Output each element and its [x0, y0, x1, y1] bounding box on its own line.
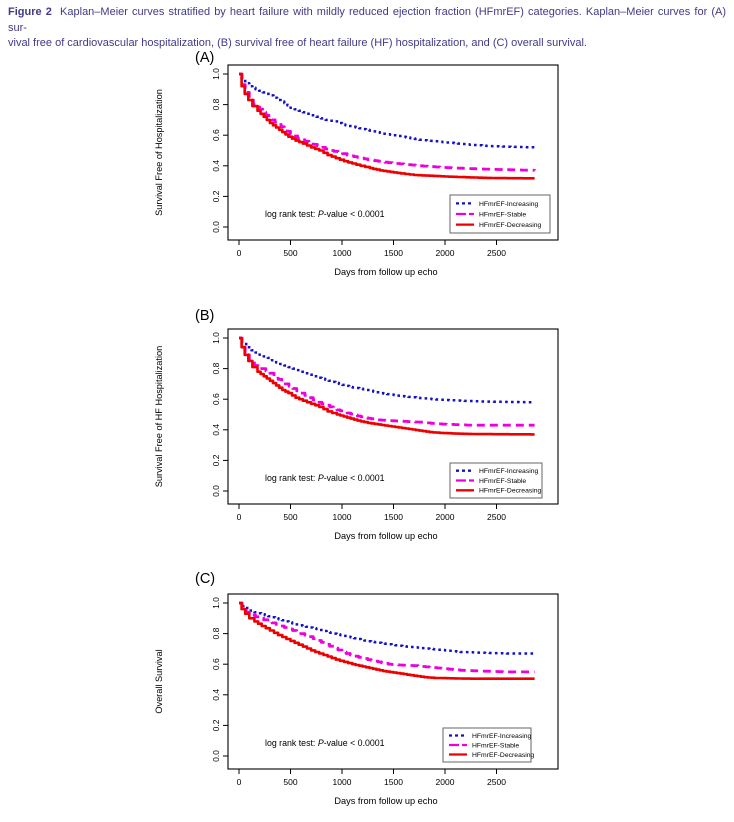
- legend-label: HFmrEF-Stable: [479, 478, 526, 485]
- x-axis-title-c: Days from follow up echo: [334, 796, 437, 806]
- x-tick-label-a: 1000: [333, 248, 352, 258]
- figure-area: (A) 0.0 0.2 0.4 0.6 0.8 1.0 0 500 1000 1500 2000 250…: [0, 37, 734, 817]
- km-curve-hfmref-stable: [239, 72, 536, 172]
- y-tick-label-a: 0.6: [211, 129, 221, 141]
- y-tick-label-b: 0.2: [211, 454, 221, 466]
- x-tick-label-a: 2000: [436, 248, 455, 258]
- caption-text-1: Kaplan–Meier curves stratified by heart …: [8, 6, 726, 34]
- log-rank-annotation-b: log rank test: P-value < 0.0001: [265, 473, 385, 483]
- y-tick-label-c: 0.4: [211, 689, 221, 701]
- y-tick-label-c: 0.0: [211, 750, 221, 762]
- panel-label-b: (B): [195, 308, 214, 324]
- x-tick-label-a: 2500: [487, 248, 506, 258]
- y-tick-label-b: 0.0: [211, 485, 221, 497]
- km-curve-hfmref-increasing: [239, 72, 536, 149]
- x-tick-label-c: 2000: [436, 777, 455, 787]
- x-tick-label-c: 0: [237, 777, 242, 787]
- legend-label: HFmrEF-Increasing: [479, 468, 539, 475]
- y-tick-label-a: 0.0: [211, 221, 221, 233]
- y-tick-label-b: 0.8: [211, 362, 221, 374]
- legend-b: HFmrEF-Increasing HFmrEF-Stable HFmrEF-Dec…: [449, 462, 543, 499]
- km-figure: (A) 0.0 0.2 0.4 0.6 0.8 1.0 0 500 1000 1500 2000 250…: [154, 50, 559, 806]
- panel-label-a: (A): [195, 50, 214, 66]
- y-tick-label-a: 0.4: [211, 160, 221, 172]
- y-tick-label-a: 0.2: [211, 190, 221, 202]
- y-axis-title-b: Survival Free of HF Hospitalization: [154, 346, 164, 487]
- x-axis-title-b: Days from follow up echo: [334, 531, 437, 541]
- panel-c: (C) 0.0 0.2 0.4 0.6 0.8 1.0 0 500 1000 1500 2000 250…: [154, 571, 559, 806]
- y-tick-label-c: 1.0: [211, 597, 221, 609]
- figure-caption: Figure 2 Kaplan–Meier curves stratified …: [0, 0, 734, 52]
- legend-label: HFmrEF-Increasing: [479, 201, 539, 208]
- caption-line-2: vival free of cardiovascular hospitaliza…: [8, 37, 587, 50]
- y-tick-label-b: 0.4: [211, 424, 221, 436]
- x-tick-label-b: 0: [237, 512, 242, 522]
- x-tick-label-b: 1000: [333, 512, 352, 522]
- x-axis-title-a: Days from follow up echo: [334, 267, 437, 277]
- x-tick-label-b: 500: [283, 512, 297, 522]
- y-tick-label-a: 0.8: [211, 98, 221, 110]
- y-axis-title-c: Overall Survival: [154, 649, 164, 713]
- panel-b: (B) 0.0 0.2 0.4 0.6 0.8 1.0 0 500 1000 1500 2000 250…: [154, 308, 559, 541]
- log-rank-annotation-c: log rank test: P-value < 0.0001: [265, 738, 385, 748]
- legend-c: HFmrEF-Increasing HFmrEF-Stable HFmrEF-Dec…: [442, 727, 535, 763]
- caption-line-1: Figure 2 Kaplan–Meier curves stratified …: [8, 5, 726, 36]
- y-tick-label-a: 1.0: [211, 68, 221, 80]
- x-tick-label-a: 500: [283, 248, 297, 258]
- legend-label: HFmrEF-Decreasing: [479, 222, 542, 229]
- legend-label: HFmrEF-Decreasing: [479, 488, 542, 495]
- x-tick-label-c: 500: [283, 777, 297, 787]
- x-tick-label-a: 1500: [384, 248, 403, 258]
- y-tick-label-b: 0.6: [211, 393, 221, 405]
- x-tick-label-a: 0: [237, 248, 242, 258]
- km-curve-hfmref-stable: [239, 601, 535, 674]
- legend-box-a: [449, 194, 551, 234]
- panel-a: (A) 0.0 0.2 0.4 0.6 0.8 1.0 0 500 1000 1500 2000 250…: [154, 50, 559, 277]
- km-curve-hfmref-stable: [239, 336, 535, 427]
- y-tick-label-c: 0.6: [211, 658, 221, 670]
- km-curve-hfmref-decreasing: [239, 336, 535, 436]
- legend-label: HFmrEF-Decreasing: [472, 752, 535, 759]
- x-tick-label-c: 2500: [487, 777, 506, 787]
- km-curve-hfmref-decreasing: [239, 601, 535, 680]
- y-axis-title-a: Survival Free of Hospitalization: [154, 89, 164, 216]
- legend-a: HFmrEF-Increasing HFmrEF-Stable HFmrEF-Dec…: [449, 194, 551, 234]
- x-tick-label-c: 1500: [384, 777, 403, 787]
- panel-label-c: (C): [195, 571, 215, 587]
- log-rank-annotation-a: log rank test: P-value < 0.0001: [265, 209, 385, 219]
- legend-label: HFmrEF-Increasing: [472, 733, 532, 740]
- x-tick-label-b: 2500: [487, 512, 506, 522]
- km-curve-hfmref-decreasing: [239, 72, 535, 180]
- legend-label: HFmrEF-Stable: [479, 211, 526, 218]
- km-curve-hfmref-increasing: [239, 336, 536, 404]
- x-tick-label-c: 1000: [333, 777, 352, 787]
- y-tick-label-c: 0.8: [211, 627, 221, 639]
- figure-label: Figure 2: [8, 6, 52, 18]
- x-tick-label-b: 2000: [436, 512, 455, 522]
- y-tick-label-c: 0.2: [211, 719, 221, 731]
- y-tick-label-b: 1.0: [211, 332, 221, 344]
- x-tick-label-b: 1500: [384, 512, 403, 522]
- legend-label: HFmrEF-Stable: [472, 742, 519, 749]
